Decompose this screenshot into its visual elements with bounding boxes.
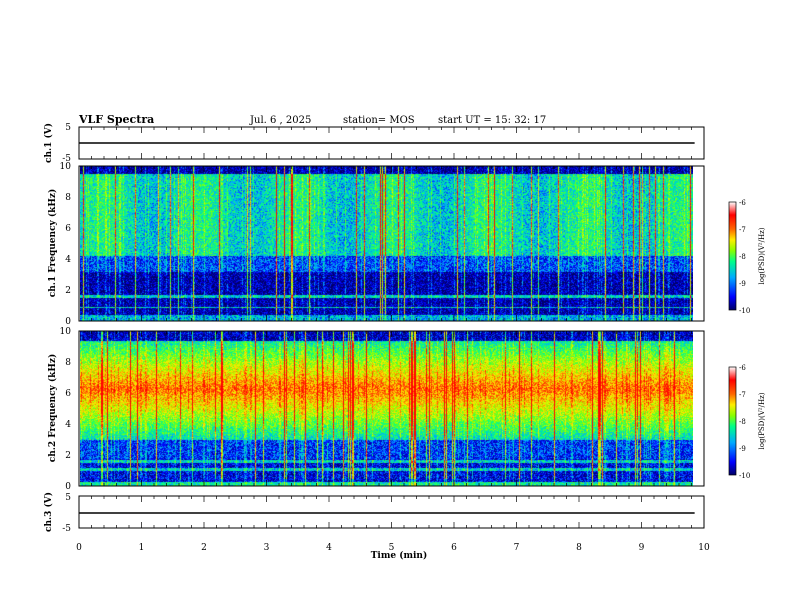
x-axis-tick-labels: 0 1 2 3 4 5 6 7 8 9 10: [76, 543, 710, 553]
ch1-spec-ytick-2: 2: [65, 286, 71, 296]
ch1-spec-ytick-8: 8: [65, 193, 71, 203]
ch1-waveform-ylabel: ch.1 (V): [43, 123, 54, 163]
ch1-waveform-ticks: [78, 127, 705, 159]
date-label: Jul. 6 , 2025: [249, 115, 311, 126]
ch2-cb-tick-m7: -7: [739, 391, 746, 399]
ch2-spectrogram-ticks: [78, 331, 705, 486]
ch1-spectrogram-yticks: 0 2 4 6 8 10: [60, 162, 72, 327]
ch1-spectrogram-image-holder: [80, 166, 693, 321]
ch1-cb-tick-m10: -10: [739, 307, 750, 315]
ch1-cb-tick-m9: -9: [739, 280, 746, 288]
xtick-5: 5: [389, 543, 395, 553]
xtick-8: 8: [576, 543, 582, 553]
ch3-ytick-top: 5: [65, 493, 71, 503]
ch1-spectrogram-ticks: [78, 166, 705, 321]
ch2-spectrogram-panel: 0 2 4 6 8 10 ch.2 Frequency (kHz) -6 -7 …: [47, 327, 766, 492]
ch1-spec-ytick-0: 0: [65, 317, 71, 327]
ch2-spec-ytick-4: 4: [65, 420, 71, 430]
xtick-6: 6: [451, 543, 457, 553]
ch2-spectrogram-heatmap: [80, 331, 693, 486]
ch2-cb-tick-m8: -8: [739, 418, 746, 426]
ch2-colorbar: [728, 366, 737, 476]
xtick-4: 4: [326, 543, 332, 553]
ch2-spec-ytick-6: 6: [65, 389, 71, 399]
ch1-spec-ytick-4: 4: [65, 255, 71, 265]
ch2-spec-ytick-2: 2: [65, 451, 71, 461]
xtick-2: 2: [201, 543, 207, 553]
ch1-spectrogram-heatmap: [80, 166, 693, 321]
ch1-spec-ytick-10: 10: [60, 162, 72, 172]
x-axis-label: Time (min): [371, 550, 428, 561]
ch2-cb-tick-m6: -6: [739, 364, 746, 372]
ch1-colorbar: [728, 201, 737, 311]
ch1-waveform-panel: 5 -5 ch.1 (V): [43, 123, 705, 164]
ch3-ytick-bottom: -5: [62, 524, 71, 534]
xtick-3: 3: [264, 543, 270, 553]
ch1-spectrogram-ylabel: ch.1 Frequency (kHz): [47, 189, 58, 298]
xtick-0: 0: [76, 543, 82, 553]
ch1-ytick-top: 5: [65, 123, 71, 133]
ch2-spectrogram-image-holder: [80, 331, 693, 486]
ch3-waveform-ticks: [78, 496, 705, 528]
ch2-cb-tick-m9: -9: [739, 445, 746, 453]
xtick-1: 1: [139, 543, 145, 553]
ch1-spec-ytick-6: 6: [65, 224, 71, 234]
ch1-ytick-bottom: -5: [62, 154, 71, 164]
ch1-cb-tick-m7: -7: [739, 226, 746, 234]
ch3-waveform-panel: 5 -5 ch.3 (V): [43, 492, 705, 534]
ch1-cb-tick-m8: -8: [739, 253, 746, 261]
ch1-cb-tick-m6: -6: [739, 199, 746, 207]
figure-title: VLF Spectra: [78, 113, 154, 126]
xtick-7: 7: [514, 543, 520, 553]
ch1-spectrogram-panel: 0 2 4 6 8 10 ch.1 Frequency (kHz) -6 -7 …: [47, 162, 766, 327]
ch2-spectrogram-ylabel: ch.2 Frequency (kHz): [47, 354, 58, 463]
ch2-spec-ytick-10: 10: [60, 327, 72, 337]
ch1-colorbar-label: log(PSD)(V²/Hz): [758, 227, 766, 284]
ch3-waveform-ylabel: ch.3 (V): [43, 492, 54, 532]
ch2-spec-ytick-0: 0: [65, 482, 71, 492]
ch2-spec-ytick-8: 8: [65, 358, 71, 368]
ch2-spectrogram-yticks: 0 2 4 6 8 10: [60, 327, 72, 492]
xtick-10: 10: [698, 543, 710, 553]
ch2-colorbar-label: log(PSD)(V²/Hz): [758, 392, 766, 449]
ch2-cb-tick-m10: -10: [739, 472, 750, 480]
station-label: station= MOS: [343, 115, 415, 126]
start-ut-label: start UT = 15: 32: 17: [438, 115, 546, 126]
xtick-9: 9: [639, 543, 645, 553]
